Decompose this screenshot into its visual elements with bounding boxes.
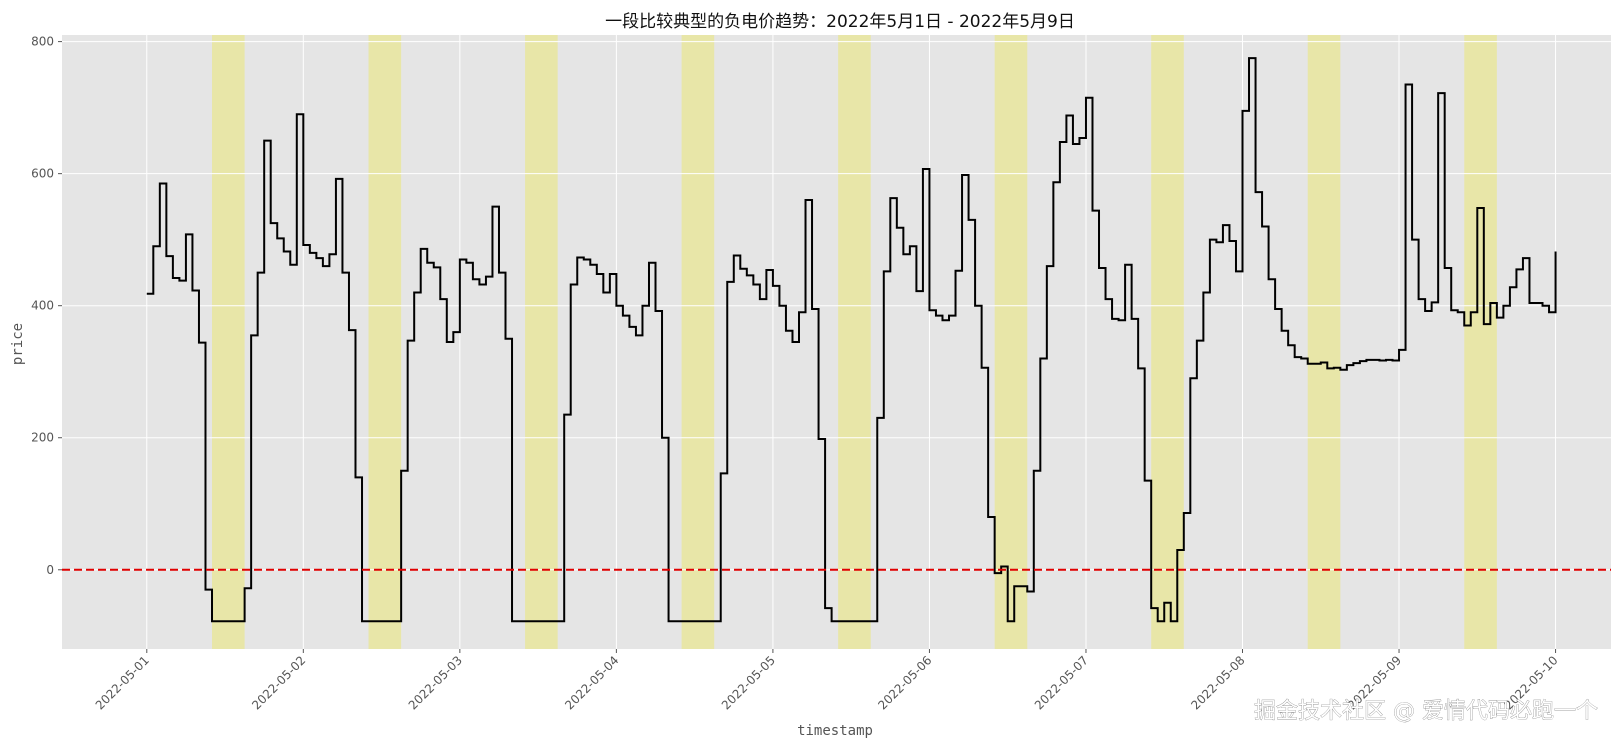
highlight-band	[525, 35, 558, 649]
y-tick-label: 200	[31, 431, 54, 445]
highlight-bands	[212, 35, 1497, 649]
highlight-band	[838, 35, 871, 649]
highlight-band	[1307, 35, 1341, 649]
price-series-line	[146, 57, 1557, 623]
highlight-band	[368, 35, 402, 649]
y-axis-label: price	[10, 323, 26, 365]
x-axis-label: timestamp	[797, 723, 873, 739]
y-tick-label: 600	[31, 167, 54, 181]
y-tick-label: 800	[31, 35, 54, 49]
chart-title: 一段比较典型的负电价趋势：2022年5月1日 - 2022年5月9日	[605, 12, 1075, 32]
y-tick-label: 400	[31, 299, 54, 313]
plot-area	[62, 35, 1611, 649]
y-tick-label: 0	[46, 563, 54, 577]
highlight-band	[994, 35, 1028, 649]
highlight-band	[681, 35, 715, 649]
watermark-text: 掘金技术社区 @ 爱情代码必跑一个	[1254, 699, 1598, 724]
highlight-band	[212, 35, 245, 649]
y-tick-labels: 0 200 400 600 800	[31, 35, 62, 577]
highlight-band	[1151, 35, 1184, 649]
highlight-band	[1464, 35, 1497, 649]
